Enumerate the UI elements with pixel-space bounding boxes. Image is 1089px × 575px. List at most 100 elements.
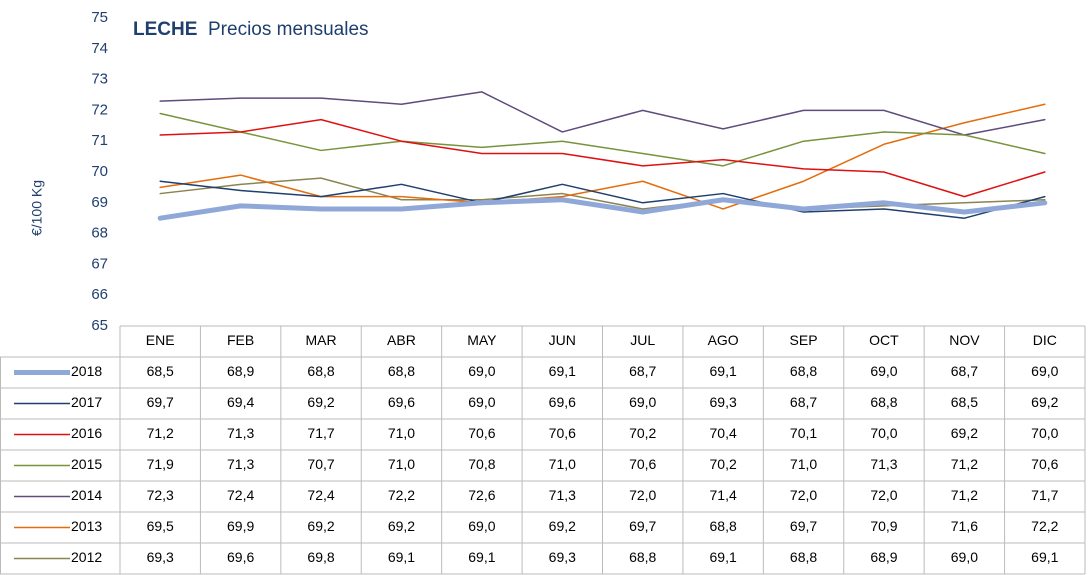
legend-label: 2018 — [71, 363, 102, 379]
series-line — [159, 180, 1046, 219]
table-cell: 69,2 — [1031, 394, 1058, 410]
table-cell: 72,0 — [629, 487, 656, 503]
table-cell: 69,3 — [147, 549, 174, 565]
table-cell: 69,6 — [227, 549, 254, 565]
table-cell: 71,2 — [951, 456, 978, 472]
y-tick-label: 68 — [91, 225, 108, 242]
table-cell: 68,9 — [870, 549, 897, 565]
table-cell: 69,5 — [147, 518, 174, 534]
table-cell: 68,5 — [147, 363, 174, 379]
table-cell: 68,8 — [307, 363, 334, 379]
x-tick-label: JUN — [549, 332, 576, 348]
table-cell: 69,1 — [549, 363, 576, 379]
table-cell: 70,6 — [468, 425, 495, 441]
table-cell: 72,2 — [1031, 518, 1058, 534]
table-cell: 69,4 — [227, 394, 254, 410]
table-cell: 69,6 — [388, 394, 415, 410]
table-cell: 71,3 — [870, 456, 897, 472]
y-tick-label: 74 — [91, 40, 108, 57]
table-cell: 69,1 — [710, 363, 737, 379]
table-cell: 68,9 — [227, 363, 254, 379]
table-cell: 68,7 — [629, 363, 656, 379]
x-tick-label: AGO — [708, 332, 739, 348]
table-cell: 71,3 — [227, 456, 254, 472]
table-cell: 72,4 — [307, 487, 334, 503]
table-cell: 71,2 — [951, 487, 978, 503]
x-tick-label: MAR — [305, 332, 336, 348]
y-tick-label: 65 — [91, 317, 108, 334]
table-cell: 69,0 — [629, 394, 656, 410]
y-tick-label: 71 — [91, 132, 108, 149]
series-line — [159, 103, 1046, 210]
x-tick-label: OCT — [869, 332, 899, 348]
table-cell: 68,8 — [388, 363, 415, 379]
y-axis-label: €/100 Kg — [29, 180, 45, 236]
table-cell: 69,6 — [549, 394, 576, 410]
table-cell: 70,4 — [710, 425, 737, 441]
x-tick-label: JUL — [630, 332, 655, 348]
table-cell: 70,6 — [1031, 456, 1058, 472]
table-cell: 71,0 — [388, 456, 415, 472]
table-cell: 72,6 — [468, 487, 495, 503]
table-cell: 69,0 — [1031, 363, 1058, 379]
y-tick-label: 70 — [91, 163, 108, 180]
table-cell: 68,7 — [951, 363, 978, 379]
table-cell: 69,2 — [388, 518, 415, 534]
table-cell: 71,7 — [1031, 487, 1058, 503]
table-cell: 69,2 — [307, 394, 334, 410]
table-cell: 69,2 — [951, 425, 978, 441]
table-cell: 70,6 — [629, 456, 656, 472]
table-cell: 69,1 — [388, 549, 415, 565]
x-tick-label: NOV — [949, 332, 980, 348]
chart-title: LECHE — [133, 19, 197, 40]
series-line — [157, 197, 1048, 221]
table-cell: 71,0 — [790, 456, 817, 472]
table-cell: 69,8 — [307, 549, 334, 565]
table-cell: 69,1 — [710, 549, 737, 565]
table-cell: 71,6 — [951, 518, 978, 534]
table-cell: 71,0 — [549, 456, 576, 472]
series-line — [159, 112, 1046, 167]
table-cell: 69,1 — [1031, 549, 1058, 565]
legend-label: 2014 — [71, 487, 102, 503]
y-tick-label: 69 — [91, 194, 108, 211]
table-cell: 71,7 — [307, 425, 334, 441]
table-cell: 69,3 — [549, 549, 576, 565]
table-cell: 70,6 — [549, 425, 576, 441]
table-cell: 70,2 — [710, 456, 737, 472]
y-tick-label: 75 — [91, 9, 108, 26]
table-cell: 72,2 — [388, 487, 415, 503]
x-tick-label: FEB — [227, 332, 254, 348]
table-cell: 70,0 — [1031, 425, 1058, 441]
table-cell: 71,4 — [710, 487, 737, 503]
table-cell: 70,2 — [629, 425, 656, 441]
series-line — [159, 91, 1046, 136]
x-tick-label: MAY — [467, 332, 497, 348]
y-tick-label: 72 — [91, 101, 108, 118]
table-cell: 72,3 — [147, 487, 174, 503]
table-cell: 72,0 — [790, 487, 817, 503]
table-cell: 68,8 — [629, 549, 656, 565]
table-cell: 70,7 — [307, 456, 334, 472]
table-cell: 70,8 — [468, 456, 495, 472]
table-cell: 69,3 — [710, 394, 737, 410]
table-cell: 70,9 — [870, 518, 897, 534]
chart-subtitle: Precios mensuales — [208, 19, 369, 40]
legend-label: 2017 — [71, 394, 102, 410]
series-line — [159, 118, 1046, 198]
x-tick-label: ABR — [387, 332, 416, 348]
table-cell: 68,8 — [790, 549, 817, 565]
legend-label: 2015 — [71, 456, 102, 472]
table-cell: 68,7 — [790, 394, 817, 410]
table-cell: 68,5 — [951, 394, 978, 410]
table-cell: 69,0 — [468, 394, 495, 410]
table-cell: 71,2 — [147, 425, 174, 441]
legend-label: 2016 — [71, 425, 102, 441]
table-cell: 69,0 — [468, 363, 495, 379]
table-cell: 69,9 — [227, 518, 254, 534]
table-cell: 72,4 — [227, 487, 254, 503]
table-cell: 69,0 — [870, 363, 897, 379]
table-cell: 69,7 — [790, 518, 817, 534]
y-tick-label: 73 — [91, 71, 108, 88]
table-cell: 70,0 — [870, 425, 897, 441]
